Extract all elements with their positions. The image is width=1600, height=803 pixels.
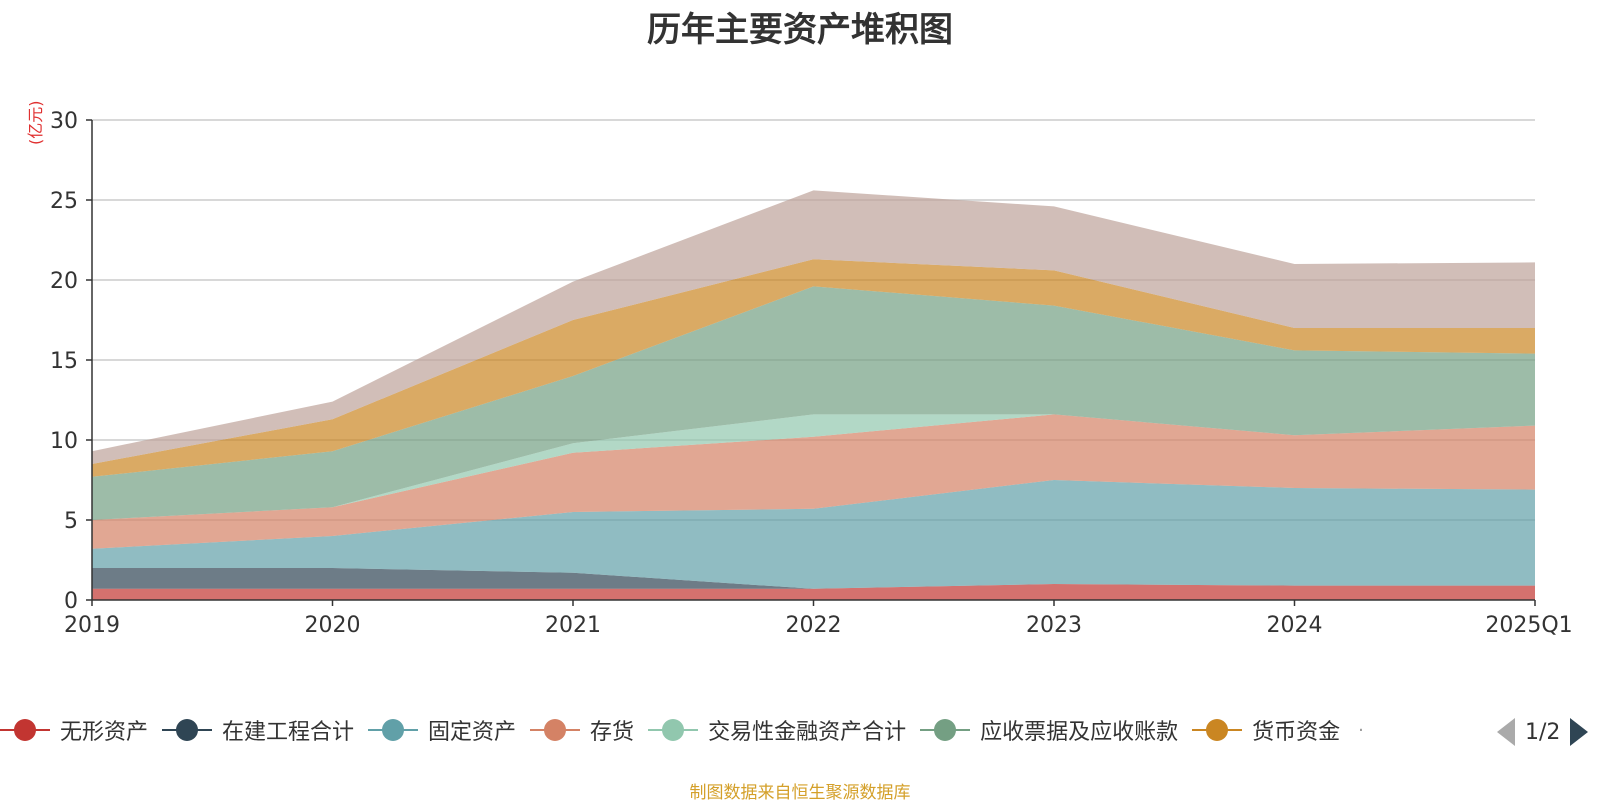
area-series-0 [92, 584, 1535, 600]
y-axis-unit-label: (亿元) [26, 100, 45, 146]
x-tick-label: 2019 [64, 613, 120, 638]
legend-label: 在建工程合计 [222, 720, 355, 745]
legend-marker-icon [1192, 719, 1243, 741]
legend-marker-icon [530, 719, 581, 741]
area-series-2 [92, 480, 1535, 589]
x-tick-label: 2022 [786, 613, 842, 638]
legend-item[interactable]: 货币资金 [1192, 714, 1340, 746]
area-series-4 [92, 414, 1535, 520]
legend-item[interactable]: 交易性金融资产合计 [648, 714, 906, 746]
legend-marker-icon [0, 719, 50, 741]
y-tick-label: 25 [50, 189, 78, 214]
pager-page-indicator: 1/2 [1525, 719, 1561, 745]
legend: 无形资产 在建工程合计 固定资产 存货 交易性金融资产合计 应收票据及应收账款 货币资金 · [0, 712, 1600, 748]
legend-item[interactable]: 固定资产 [368, 714, 516, 746]
y-tick-label: 10 [50, 429, 78, 454]
x-tick-label: 2020 [305, 613, 361, 638]
x-tick-label: 2023 [1026, 613, 1082, 638]
y-tick-label: 15 [50, 349, 78, 374]
x-tick-label: 2024 [1267, 613, 1323, 638]
area-series-5 [92, 286, 1535, 520]
legend-label: 货币资金 [1252, 720, 1341, 745]
x-tick-label: 2021 [545, 613, 601, 638]
area-series-3 [92, 414, 1535, 549]
pager-next-icon[interactable] [1570, 718, 1589, 746]
legend-item[interactable]: 在建工程合计 [162, 714, 354, 746]
legend-label: 应收票据及应收账款 [980, 720, 1179, 745]
area-series-6 [92, 259, 1535, 477]
pager-prev-icon[interactable] [1497, 718, 1515, 746]
legend-overflow-dot: · [1358, 719, 1364, 741]
x-tick-label: 2025Q1 [1485, 613, 1572, 638]
legend-label: 固定资产 [428, 720, 517, 745]
legend-marker-icon [648, 719, 699, 741]
area-series-7 [92, 190, 1535, 464]
legend-item[interactable]: 应收票据及应收账款 [920, 714, 1178, 746]
legend-label: 无形资产 [60, 720, 149, 745]
legend-label: 交易性金融资产合计 [708, 720, 907, 745]
legend-marker-icon [162, 719, 213, 741]
legend-item[interactable]: 存货 [530, 714, 634, 746]
chart-title: 历年主要资产堆积图 [647, 10, 953, 50]
y-tick-label: 30 [50, 109, 78, 134]
legend-marker-icon [368, 719, 419, 741]
legend-marker-icon [920, 719, 971, 741]
source-note: 制图数据来自恒生聚源数据库 [689, 783, 911, 803]
legend-item[interactable]: 无形资产 [0, 714, 148, 746]
y-tick-label: 0 [64, 589, 78, 614]
area-series-1 [92, 568, 1535, 589]
y-tick-label: 20 [50, 269, 78, 294]
y-tick-label: 5 [64, 509, 78, 534]
legend-pager: 1/2 [1497, 718, 1589, 746]
legend-label: 存货 [590, 720, 635, 745]
